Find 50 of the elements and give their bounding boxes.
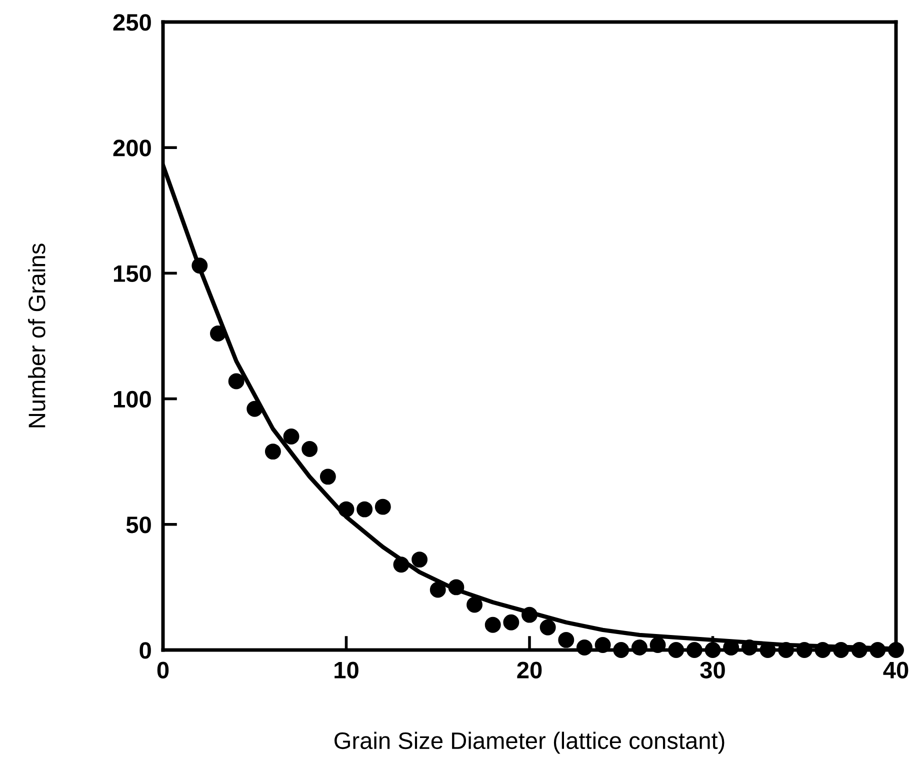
point <box>320 468 336 485</box>
x-tick-label: 0 <box>157 662 169 678</box>
point <box>814 642 831 658</box>
y-tick-label: 250 <box>113 14 151 31</box>
point <box>430 582 446 598</box>
x-tick-label: 40 <box>883 662 908 678</box>
point <box>686 642 702 658</box>
point <box>522 606 538 623</box>
point <box>613 642 630 658</box>
point <box>503 614 520 630</box>
y-tick-label: 200 <box>113 140 151 156</box>
point <box>851 642 868 658</box>
point <box>888 642 904 658</box>
point <box>833 642 850 658</box>
x-tick-label: 20 <box>517 662 542 678</box>
point <box>631 640 648 656</box>
point <box>796 642 812 658</box>
point <box>412 552 428 568</box>
y-tick-label: 50 <box>126 516 151 534</box>
point <box>668 642 684 658</box>
point <box>576 640 592 656</box>
point <box>540 619 556 636</box>
x-axis-title: Grain Size Diameter (lattice constant) <box>334 732 724 754</box>
y-tick-label: 100 <box>114 390 151 408</box>
point <box>302 441 318 458</box>
x-tick-label: 30 <box>700 662 725 678</box>
point <box>448 579 464 596</box>
x-tick-label: 10 <box>334 662 358 678</box>
point <box>264 444 281 460</box>
y-tick-label: 0 <box>140 642 151 659</box>
point <box>778 642 794 658</box>
point <box>192 258 208 274</box>
point <box>210 326 226 342</box>
point <box>246 400 263 417</box>
point <box>374 498 391 515</box>
y-tick-label: 150 <box>114 265 151 282</box>
point <box>283 428 300 444</box>
point <box>228 373 244 390</box>
point <box>594 637 611 653</box>
point <box>558 632 574 648</box>
point <box>741 640 758 656</box>
y-axis-title: Number of Grains <box>28 244 46 428</box>
point <box>338 501 354 518</box>
point <box>704 642 721 658</box>
point <box>393 556 410 573</box>
point <box>870 642 886 658</box>
point <box>356 501 373 518</box>
point <box>466 596 483 613</box>
point <box>484 616 501 633</box>
point <box>650 637 666 653</box>
